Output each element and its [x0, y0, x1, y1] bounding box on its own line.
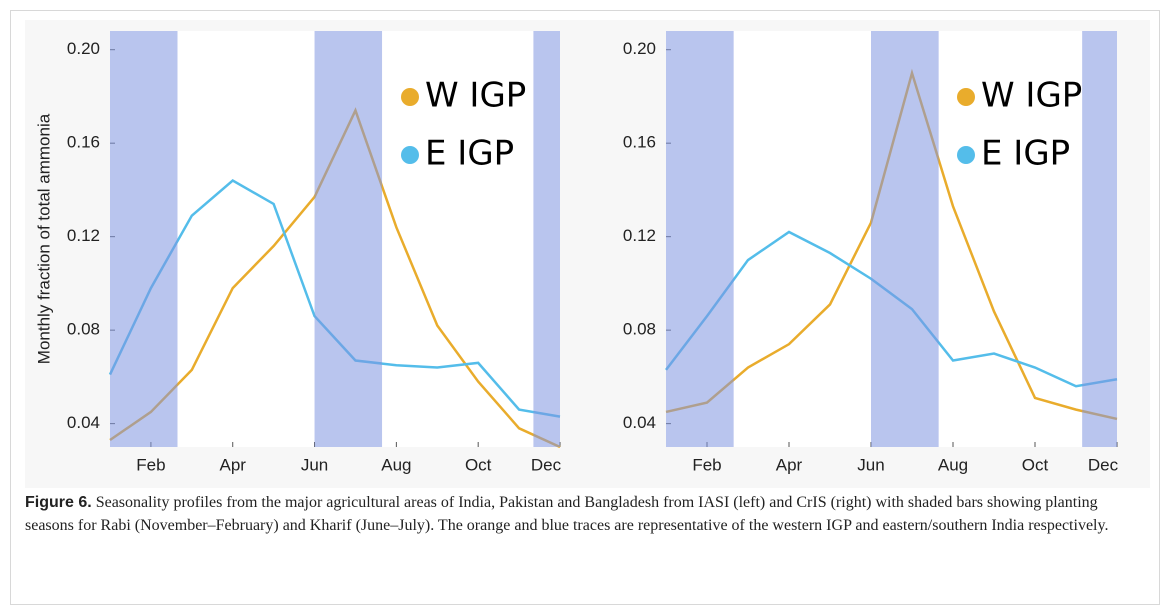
season-shade: [110, 31, 178, 447]
figure: 0.04 0.08 0.12 0.16 0.20 Feb Apr Jun Aug Oct Dec Mo…: [34, 31, 1119, 475]
x-tick-label: Dec: [1088, 455, 1119, 474]
legend-marker: [401, 146, 419, 164]
season-shade: [314, 31, 383, 447]
caption-label: Figure 6.: [25, 494, 92, 511]
x-tick-label: Jun: [301, 455, 328, 474]
y-tick-label: 0.08: [623, 320, 656, 339]
x-tick-label: Feb: [692, 455, 721, 474]
x-tick-label: Apr: [776, 455, 803, 474]
x-tick-label: Apr: [219, 455, 246, 474]
legend-label: W IGP: [981, 76, 1082, 116]
x-tick-label: Dec: [531, 455, 562, 474]
y-tick-label: 0.20: [623, 39, 656, 58]
x-tick-label: Aug: [938, 455, 968, 474]
legend-label: E IGP: [425, 134, 514, 174]
y-tick-label: 0.16: [67, 133, 100, 152]
season-shade: [1082, 31, 1117, 447]
season-shade: [871, 31, 939, 447]
y-tick-label: 0.04: [67, 413, 100, 432]
x-tick-label: Oct: [465, 455, 492, 474]
y-tick-label: 0.20: [67, 39, 100, 58]
x-tick-label: Aug: [381, 455, 411, 474]
legend-marker: [957, 146, 975, 164]
legend-label: W IGP: [425, 76, 526, 116]
caption: Figure 6. Seasonality profiles from the …: [25, 491, 1140, 537]
y-tick-label: 0.08: [67, 320, 100, 339]
legend-label: E IGP: [981, 134, 1070, 174]
y-tick-label: 0.04: [623, 413, 656, 432]
season-shade: [533, 31, 560, 447]
caption-text: Seasonality profiles from the major agri…: [25, 494, 1109, 534]
y-tick-label: 0.16: [623, 133, 656, 152]
y-tick-label: 0.12: [67, 226, 100, 245]
legend-marker: [957, 88, 975, 106]
x-tick-label: Jun: [857, 455, 884, 474]
legend-marker: [401, 88, 419, 106]
y-tick-label: 0.12: [623, 226, 656, 245]
x-tick-label: Oct: [1022, 455, 1049, 474]
season-shade: [666, 31, 734, 447]
x-tick-label: Feb: [136, 455, 165, 474]
figure-frame: [10, 10, 1160, 605]
y-axis-label: Monthly fraction of total ammonia: [34, 113, 53, 364]
